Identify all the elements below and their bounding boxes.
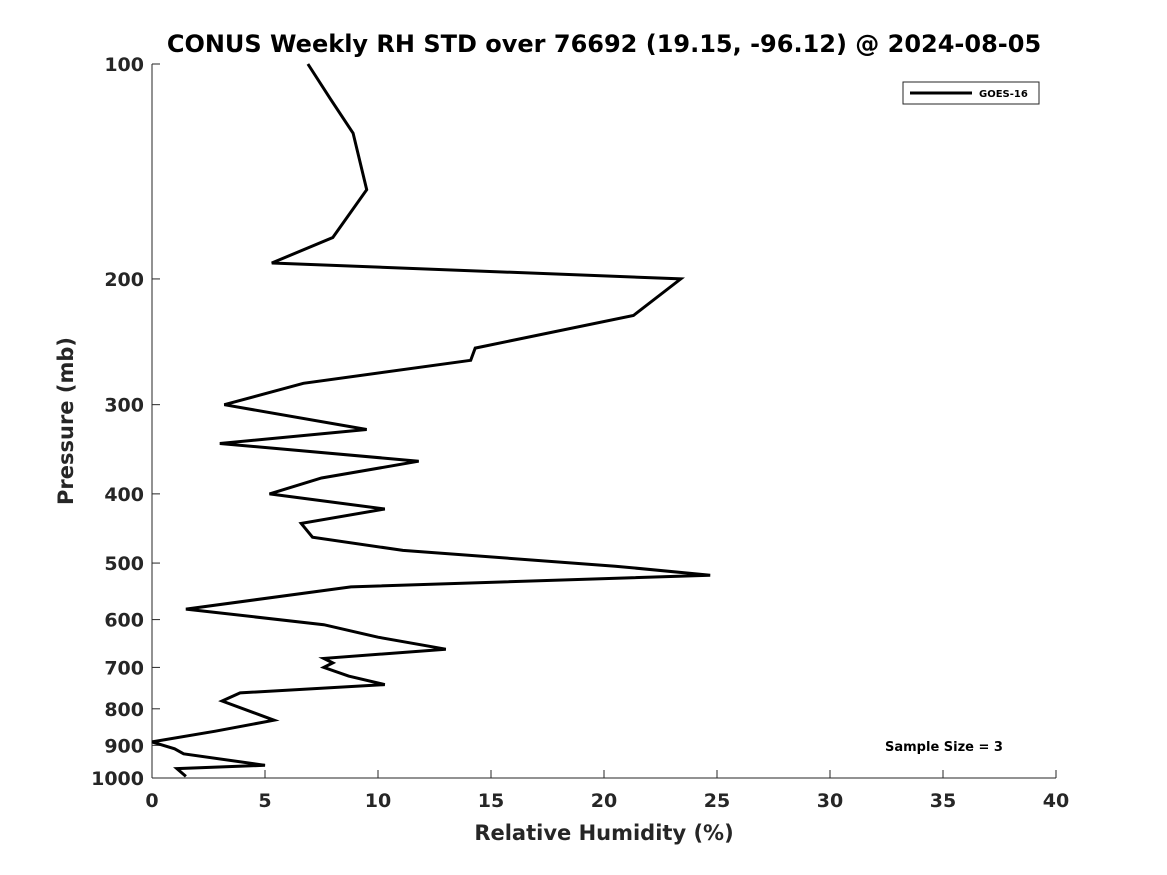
- plot-area: [152, 64, 1056, 778]
- legend-label-goes-16: GOES-16: [979, 89, 1028, 100]
- legend: GOES-16: [902, 81, 1040, 105]
- x-axis-label: Relative Humidity (%): [474, 821, 733, 845]
- y-tick-label: 900: [104, 735, 144, 757]
- x-tick-label: 15: [478, 790, 504, 812]
- series-line-goes-16: [151, 63, 711, 778]
- y-axis-label: Pressure (mb): [54, 337, 78, 505]
- x-tick-label: 20: [591, 790, 617, 812]
- y-tick-label: 300: [104, 395, 144, 417]
- x-tick-label: 40: [1043, 790, 1069, 812]
- y-tick-label: 1000: [91, 768, 144, 790]
- x-tick-label: 25: [704, 790, 730, 812]
- x-tick-label: 5: [258, 790, 271, 812]
- x-tick-label: 0: [145, 790, 158, 812]
- y-tick-label: 400: [104, 484, 144, 506]
- sample-size-note: Sample Size = 3: [885, 740, 1003, 755]
- y-tick-label: 100: [104, 54, 144, 76]
- y-tick-label: 200: [104, 269, 144, 291]
- chart-title: CONUS Weekly RH STD over 76692 (19.15, -…: [167, 30, 1041, 58]
- y-tick-label: 600: [104, 610, 144, 632]
- series-layer: [151, 63, 711, 778]
- y-tick-label: 500: [104, 553, 144, 575]
- x-tick-label: 35: [930, 790, 956, 812]
- y-axis-ticks: 100 200 300 400 500 600 700 800 900 1000: [91, 54, 160, 790]
- y-tick-label: 700: [104, 657, 144, 679]
- x-tick-label: 10: [365, 790, 391, 812]
- x-axis-ticks: 0 5 10 15 20 25 30 35 40: [145, 770, 1069, 812]
- y-tick-label: 800: [104, 699, 144, 721]
- x-tick-label: 30: [817, 790, 843, 812]
